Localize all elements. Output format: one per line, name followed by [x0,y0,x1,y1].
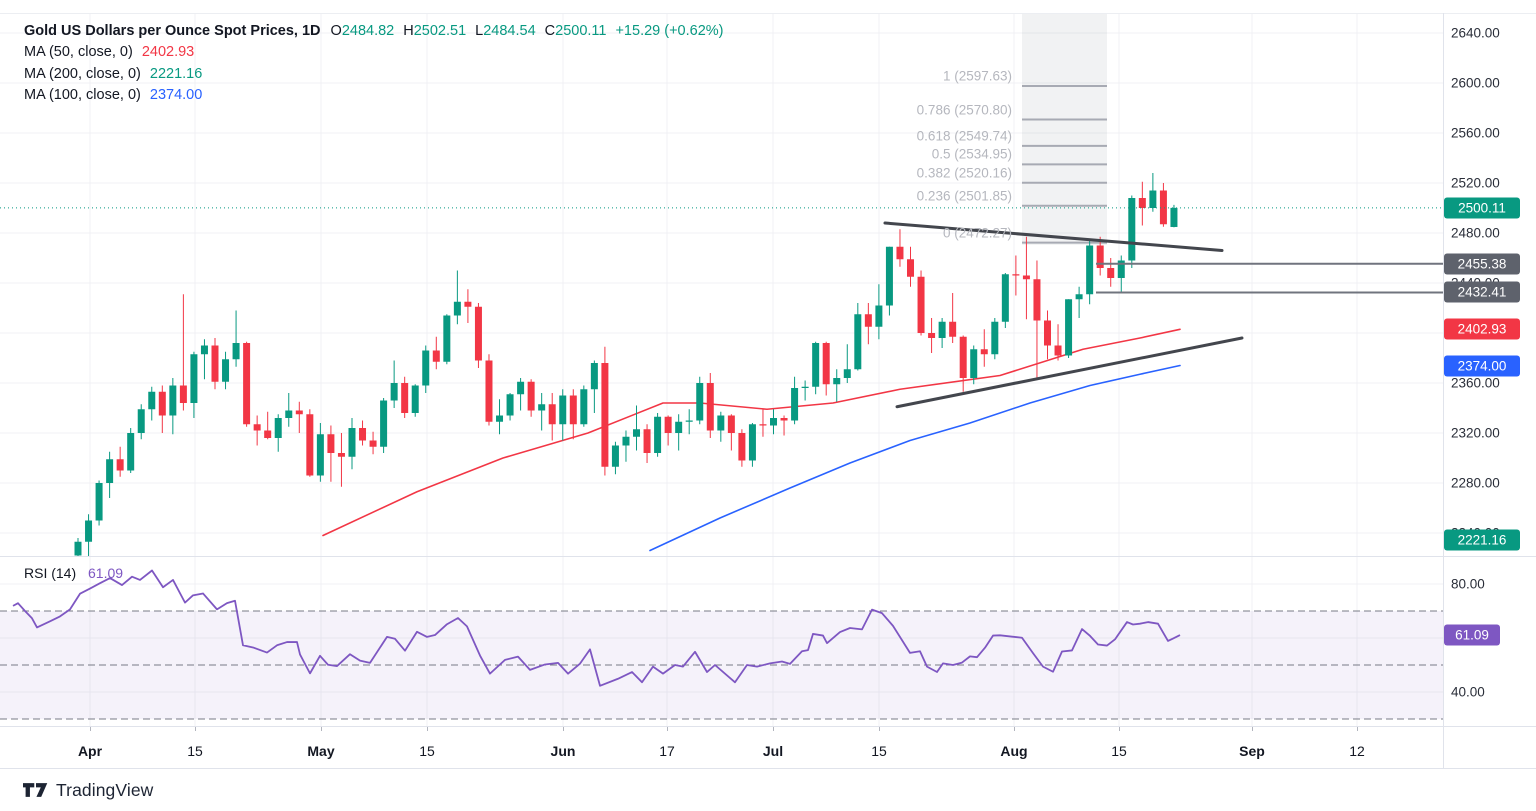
time-tick-May: May [307,743,335,759]
price-pane[interactable] [0,13,1443,563]
time-tick-mark [195,726,196,731]
fib-label-0.382: 0.382 (2520.16) [916,165,1012,181]
time-tick-Aug: Aug [1000,743,1028,759]
time-tick-15: 15 [419,743,435,759]
rsi-label: RSI (14) [24,565,77,581]
price-axis-border [1443,13,1444,768]
indicator-ma50-row[interactable]: MA (50, close, 0) 2402.93 [24,45,194,60]
fib-label-0.618: 0.618 (2549.74) [916,128,1012,144]
time-axis-top-border [0,726,1536,727]
time-tick-15: 15 [871,743,887,759]
rsi-line [12,569,1181,687]
fib-label-0.5: 0.5 (2534.95) [931,146,1012,162]
trendline[interactable] [883,221,1224,252]
time-tick-mark [879,726,880,731]
fib-label-0: 0 (2472.27) [942,225,1012,241]
price-change: +15.29 (+0.62%) [615,23,724,39]
ohlc-low: L2484.54 [475,23,536,39]
symbol-legend-row[interactable]: Gold US Dollars per Ounce Spot Prices, 1… [24,24,724,39]
ma100-label: MA (100, close, 0) [24,87,141,103]
price-badge-2402.93: 2402.93 [1444,318,1520,340]
ma100-line [649,364,1181,552]
time-tick-15: 15 [1111,743,1127,759]
time-tick-15: 15 [187,743,203,759]
rsi-pane[interactable] [0,569,1443,720]
price-axis-label: 2480.00 [1451,225,1500,241]
price-badge-2455.38: 2455.38 [1444,253,1520,275]
tradingview-watermark-text: TradingView [56,779,154,800]
rsi-value-badge: 61.09 [1444,624,1500,646]
price-badge-2374.00: 2374.00 [1444,355,1520,376]
time-tick-mark [427,726,428,731]
ma50-value: 2402.93 [141,44,195,60]
symbol-title[interactable]: Gold US Dollars per Ounce Spot Prices, 1… [24,23,321,39]
ohlc-high: H2502.51 [403,23,467,39]
ma200-label: MA (200, close, 0) [24,66,141,82]
tradingview-watermark[interactable]: TradingView [23,779,153,801]
price-axis-label: 2320.00 [1451,425,1500,441]
fib-retracement-box [1022,13,1107,245]
rsi-axis-label: 40.00 [1451,684,1485,700]
ma50-label: MA (50, close, 0) [24,44,133,60]
rsi-axis-label: 80.00 [1451,576,1485,592]
price-badge-2500.11: 2500.11 [1444,197,1520,219]
rsi-value: 61.09 [88,565,124,581]
time-axis-bottom-border [0,768,1536,769]
price-badge-2432.41: 2432.41 [1444,281,1520,303]
price-axis-label: 2560.00 [1451,125,1500,141]
time-tick-12: 12 [1349,743,1365,759]
ma50-line [322,328,1181,537]
time-tick-17: 17 [659,743,675,759]
time-tick-Jul: Jul [762,743,784,759]
time-tick-mark [1014,726,1015,731]
pane-top-border [0,13,1536,14]
time-tick-mark [1252,726,1253,731]
tradingview-logo-icon [23,783,48,797]
price-axis[interactable]: 2640.002600.002560.002520.002480.002440.… [1443,13,1536,768]
ohlc-close: C2500.11 [544,23,607,39]
time-tick-Apr: Apr [77,743,103,759]
time-tick-mark [321,726,322,731]
time-tick-Sep: Sep [1239,743,1265,759]
time-axis[interactable]: Apr 15 May 15 Jun 17 Jul 15 Aug 15 Sep 12 [0,726,1536,768]
ohlc-open: O2484.82 [330,23,395,39]
rsi-legend-row[interactable]: RSI (14) 61.09 [24,565,123,581]
time-tick-mark [773,726,774,731]
time-tick-mark [1119,726,1120,731]
price-axis-label: 2600.00 [1451,75,1500,91]
price-axis-label: 2360.00 [1451,375,1500,391]
time-tick-mark [667,726,668,731]
price-axis-label: 2280.00 [1451,475,1500,491]
fib-label-0.786: 0.786 (2570.80) [916,102,1012,117]
price-axis-label: 2640.00 [1451,25,1500,41]
time-tick-Jun: Jun [550,743,576,759]
indicator-ma200-row[interactable]: MA (200, close, 0) 2221.16 [24,67,202,82]
time-tick-mark [90,726,91,731]
trendline[interactable] [895,336,1244,409]
indicator-ma100-row[interactable]: MA (100, close, 0) 2374.00 [24,88,202,103]
price-axis-label: 2520.00 [1451,175,1500,191]
candles [74,173,1178,556]
time-tick-mark [563,726,564,731]
price-badge-2221.16: 2221.16 [1444,529,1520,551]
fib-label-0.236: 0.236 (2501.85) [916,188,1012,204]
ma100-value: 2374.00 [149,87,203,103]
fib-label-1: 1 (2597.63) [942,68,1012,84]
ma200-value: 2221.16 [149,66,203,82]
time-tick-mark [1357,726,1358,731]
pane-separator[interactable] [0,556,1536,557]
